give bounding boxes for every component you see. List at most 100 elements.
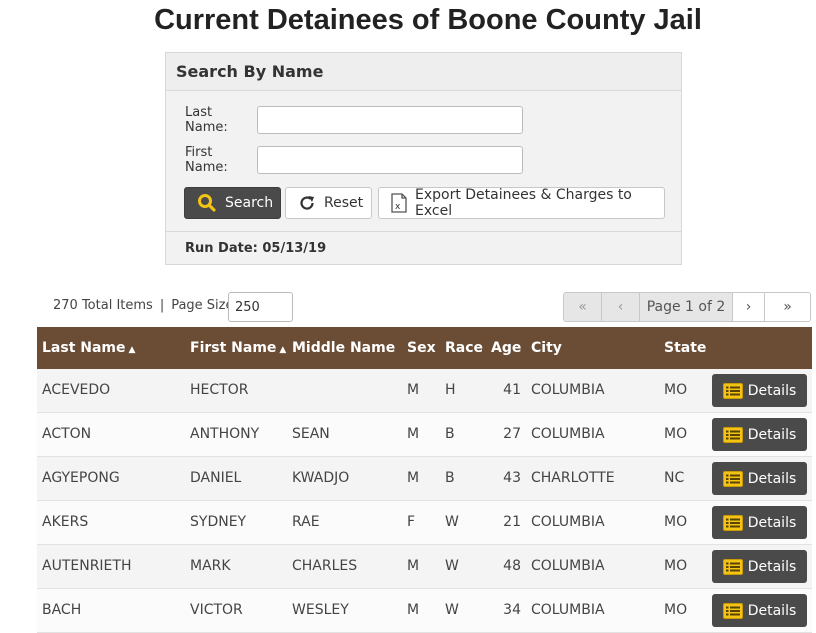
first-name-label: First Name: [185, 145, 228, 175]
sort-asc-icon: ▲ [279, 345, 287, 355]
cell-state: MO [664, 558, 688, 574]
cell-first-name: SYDNEY [190, 514, 247, 530]
cell-age: 34 [503, 602, 521, 618]
reset-button-label: Reset [324, 195, 364, 211]
cell-race: B [445, 470, 455, 486]
cell-last-name: ACEVEDO [42, 382, 111, 398]
cell-city: COLUMBIA [531, 602, 605, 618]
cell-sex: M [407, 602, 420, 618]
export-excel-button[interactable]: x Export Detainees & Charges to Excel [378, 187, 665, 219]
table-row: AGYEPONG DANIEL KWADJO M B 43 CHARLOTTE NC Detai… [37, 457, 812, 501]
cell-last-name: BACH [42, 602, 82, 618]
cell-last-name: AKERS [42, 514, 89, 530]
list-icon [722, 426, 743, 443]
first-name-input[interactable] [257, 146, 523, 174]
last-page-button[interactable]: » [765, 293, 810, 321]
cell-race: W [445, 558, 459, 574]
table-body: ACEVEDO HECTOR M H 41 COLUMBIA MO Details ACTON A… [37, 369, 812, 633]
search-panel-header: Search By Name [166, 53, 681, 91]
prev-page-button[interactable]: ‹ [602, 293, 640, 321]
table-row: AKERS SYDNEY RAE F W 21 COLUMBIA MO Details [37, 501, 812, 545]
cell-state: MO [664, 514, 688, 530]
table-header: Last Name ▲ First Name ▲ Middle Name Sex R… [37, 327, 812, 369]
cell-state: MO [664, 426, 688, 442]
cell-age: 43 [503, 470, 521, 486]
cell-last-name: AGYEPONG [42, 470, 120, 486]
cell-middle-name: WESLEY [292, 602, 349, 618]
list-icon [722, 602, 743, 619]
details-button-label: Details [747, 514, 797, 531]
svg-text:x: x [395, 202, 401, 212]
cell-middle-name: SEAN [292, 426, 330, 442]
details-button[interactable]: Details [712, 594, 807, 627]
details-button[interactable]: Details [712, 462, 807, 495]
reset-button[interactable]: Reset [285, 187, 372, 219]
col-state[interactable]: State [664, 340, 707, 356]
last-name-row: Last Name: [185, 105, 523, 135]
cell-age: 41 [503, 382, 521, 398]
items-info: 270 Total Items | Page Size [53, 298, 234, 313]
cell-first-name: DANIEL [190, 470, 242, 486]
table-row: BACH VICTOR WESLEY M W 34 COLUMBIA MO Details [37, 589, 812, 633]
col-age[interactable]: Age [491, 340, 522, 356]
col-first-name[interactable]: First Name ▲ [190, 340, 287, 356]
page-size-label: Page Size [171, 298, 234, 313]
cell-last-name: AUTENRIETH [42, 558, 132, 574]
list-icon [722, 514, 743, 531]
search-icon [197, 193, 217, 213]
col-last-name[interactable]: Last Name ▲ [42, 340, 136, 356]
pager: « ‹ Page 1 of 2 › » [563, 292, 811, 322]
details-button-label: Details [747, 426, 797, 443]
col-city[interactable]: City [531, 340, 562, 356]
cell-sex: M [407, 382, 420, 398]
search-button-label: Search [225, 195, 274, 211]
details-button-label: Details [747, 602, 797, 619]
cell-city: COLUMBIA [531, 558, 605, 574]
cell-sex: F [407, 514, 416, 530]
cell-middle-name: RAE [292, 514, 320, 530]
details-button-label: Details [747, 382, 797, 399]
run-date: Run Date: 05/13/19 [166, 231, 681, 265]
details-button-label: Details [747, 558, 797, 575]
cell-age: 27 [503, 426, 521, 442]
details-button[interactable]: Details [712, 374, 807, 407]
cell-sex: M [407, 426, 420, 442]
first-page-button[interactable]: « [564, 293, 602, 321]
next-page-button[interactable]: › [733, 293, 765, 321]
list-icon [722, 558, 743, 575]
sort-asc-icon: ▲ [128, 345, 136, 355]
first-name-row: First Name: [185, 145, 523, 175]
details-button[interactable]: Details [712, 418, 807, 451]
cell-state: NC [664, 470, 685, 486]
cell-age: 48 [503, 558, 521, 574]
col-middle-name[interactable]: Middle Name [292, 340, 396, 356]
detainees-table: Last Name ▲ First Name ▲ Middle Name Sex R… [37, 327, 812, 633]
cell-race: W [445, 602, 459, 618]
cell-race: B [445, 426, 455, 442]
search-button[interactable]: Search [184, 187, 281, 219]
cell-first-name: ANTHONY [190, 426, 260, 442]
cell-city: COLUMBIA [531, 426, 605, 442]
cell-middle-name: CHARLES [292, 558, 358, 574]
cell-state: MO [664, 602, 688, 618]
details-button[interactable]: Details [712, 506, 807, 539]
table-row: ACTON ANTHONY SEAN M B 27 COLUMBIA MO Details [37, 413, 812, 457]
col-race[interactable]: Race [445, 340, 484, 356]
total-items: 270 Total Items [53, 298, 153, 313]
col-sex[interactable]: Sex [407, 340, 436, 356]
cell-age: 21 [503, 514, 521, 530]
last-name-input[interactable] [257, 106, 523, 134]
page-title: Current Detainees of Boone County Jail [154, 4, 702, 36]
details-button[interactable]: Details [712, 550, 807, 583]
last-name-label: Last Name: [185, 105, 228, 135]
cell-state: MO [664, 382, 688, 398]
list-icon [722, 382, 743, 399]
cell-city: CHARLOTTE [531, 470, 615, 486]
excel-file-icon: x [391, 193, 407, 213]
cell-first-name: VICTOR [190, 602, 243, 618]
cell-last-name: ACTON [42, 426, 92, 442]
refresh-icon [298, 194, 316, 212]
export-button-label: Export Detainees & Charges to Excel [415, 187, 632, 219]
details-button-label: Details [747, 470, 797, 487]
page-size-input[interactable] [228, 292, 293, 322]
